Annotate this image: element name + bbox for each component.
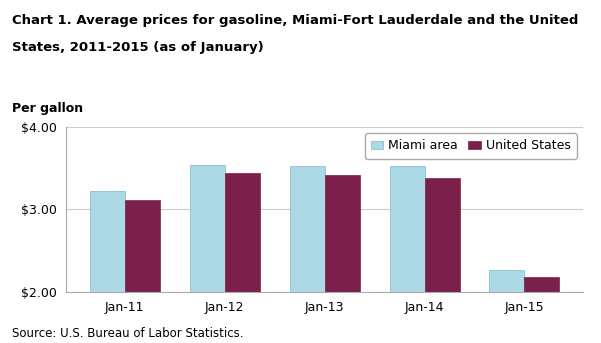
Bar	[124, 200, 160, 343]
Bar	[424, 178, 460, 343]
Legend: Miami area, United States: Miami area, United States	[365, 133, 577, 159]
Text: States, 2011-2015 (as of January): States, 2011-2015 (as of January)	[12, 41, 264, 54]
Bar	[325, 176, 359, 343]
Bar	[389, 166, 424, 343]
Bar	[489, 270, 525, 343]
Bar	[290, 166, 325, 343]
Text: Chart 1. Average prices for gasoline, Miami-Fort Lauderdale and the United: Chart 1. Average prices for gasoline, Mi…	[12, 14, 578, 27]
Bar	[90, 191, 124, 343]
Bar	[525, 277, 560, 343]
Bar	[225, 173, 260, 343]
Bar	[189, 165, 225, 343]
Text: Source: U.S. Bureau of Labor Statistics.: Source: U.S. Bureau of Labor Statistics.	[12, 327, 243, 340]
Text: Per gallon: Per gallon	[12, 102, 83, 115]
